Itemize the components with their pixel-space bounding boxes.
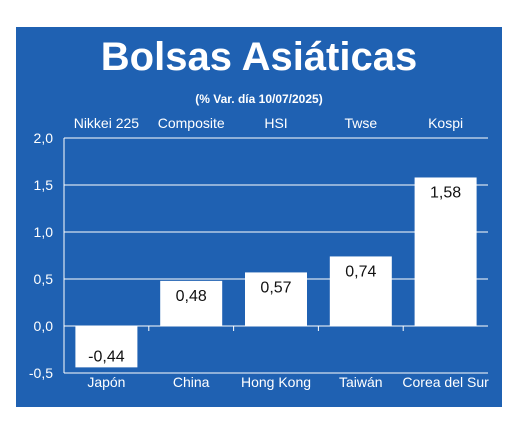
value-label: 0,74: [345, 263, 376, 280]
index-name-label: Kospi: [428, 115, 463, 131]
value-label: 0,48: [176, 288, 207, 305]
index-name-label: Twse: [344, 115, 377, 131]
value-labels: -0,44 0,48 0,57 0,74 1,58: [88, 184, 461, 365]
value-label: -0,44: [88, 348, 125, 365]
y-axis-ticks: 2,0 1,5 1,0 0,5 0,0 -0,5: [29, 130, 53, 381]
index-name-label: Composite: [158, 115, 225, 131]
index-name-label: Nikkei 225: [74, 115, 140, 131]
category-label: Hong Kong: [241, 374, 311, 390]
bar: [329, 256, 392, 326]
y-tick-label: -0,5: [29, 365, 53, 381]
category-label: Taiwán: [339, 374, 383, 390]
y-tick-label: 2,0: [34, 130, 54, 146]
bar: [75, 326, 138, 368]
index-name-label: HSI: [264, 115, 287, 131]
bar: [414, 177, 477, 326]
index-name-labels: Nikkei 225 Composite HSI Twse Kospi: [74, 115, 463, 131]
chart-title: Bolsas Asiáticas: [101, 35, 417, 79]
category-labels: Japón China Hong Kong Taiwán Corea del Sur: [87, 374, 489, 390]
category-label: Japón: [87, 374, 125, 390]
value-label: 1,58: [430, 184, 461, 201]
category-label: China: [173, 374, 210, 390]
y-tick-label: 0,0: [34, 318, 54, 334]
y-tick-label: 1,5: [34, 177, 54, 193]
y-tick-label: 0,5: [34, 271, 54, 287]
value-label: 0,57: [260, 279, 291, 296]
bar-chart: Bolsas Asiáticas (% Var. día 10/07/2025)…: [29, 35, 489, 390]
bars: [75, 177, 477, 368]
y-tick-label: 1,0: [34, 224, 54, 240]
chart-subtitle: (% Var. día 10/07/2025): [195, 92, 322, 106]
bar: [245, 272, 307, 326]
category-label: Corea del Sur: [402, 374, 489, 390]
chart-panel: Bolsas Asiáticas (% Var. día 10/07/2025)…: [16, 27, 502, 407]
bar: [160, 280, 223, 326]
